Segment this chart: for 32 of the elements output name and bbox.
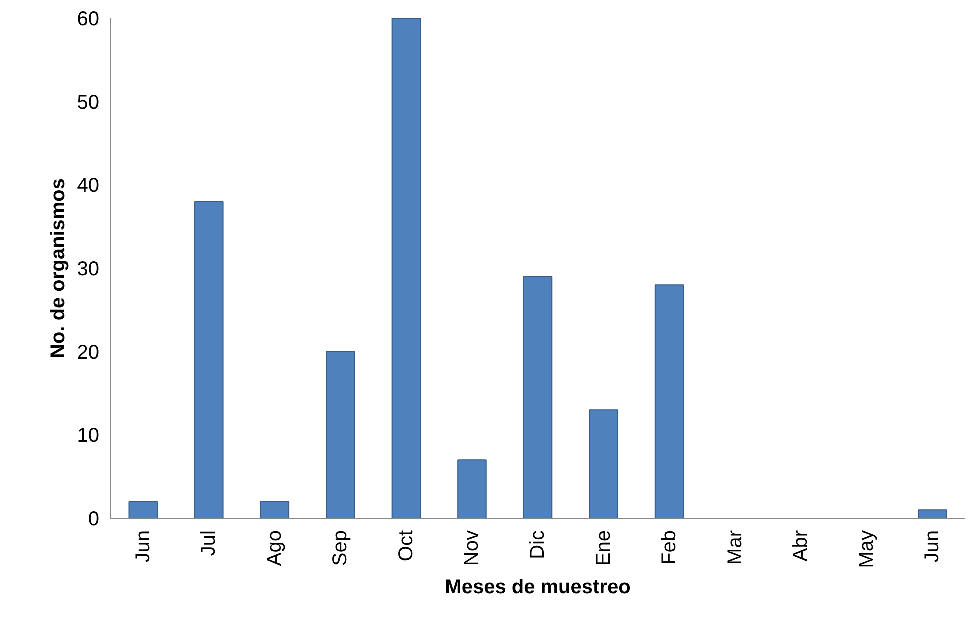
- y-tick-label: 40: [77, 175, 100, 198]
- y-tick-label: 20: [77, 342, 100, 364]
- bar: [918, 510, 948, 518]
- bar: [458, 460, 487, 518]
- x-tick-label: Mar: [724, 530, 746, 565]
- bar: [392, 18, 422, 518]
- bar: [260, 501, 290, 518]
- x-tick-label: Jul: [198, 530, 220, 556]
- x-tick-label: Ene: [592, 530, 615, 566]
- x-tick-label: Feb: [658, 530, 681, 565]
- y-tick-label: 50: [77, 92, 100, 114]
- x-tick-label: Ago: [264, 530, 286, 566]
- x-tick-label: May: [856, 530, 878, 568]
- x-tick-label: Nov: [461, 530, 484, 566]
- x-tick-label: Abr: [790, 530, 812, 562]
- bar: [128, 501, 158, 518]
- y-tick-label: 10: [77, 425, 100, 448]
- bar: [589, 410, 618, 518]
- bar: [194, 201, 224, 518]
- y-tick-label: 60: [77, 8, 100, 30]
- x-tick-label: Oct: [395, 530, 418, 562]
- y-tick-label: 0: [88, 508, 100, 530]
- bar: [326, 351, 356, 518]
- x-tick-label: Dic: [527, 530, 549, 560]
- y-tick-label: 30: [77, 258, 100, 280]
- bar: [654, 284, 684, 518]
- x-tick-label: Jun: [132, 530, 154, 563]
- y-axis-title: No. de organismos: [47, 178, 70, 359]
- bar: [523, 276, 553, 518]
- x-tick-label: Jun: [922, 530, 944, 563]
- x-axis-title: Meses de muestreo: [445, 576, 631, 598]
- x-tick-label: Sep: [330, 530, 352, 566]
